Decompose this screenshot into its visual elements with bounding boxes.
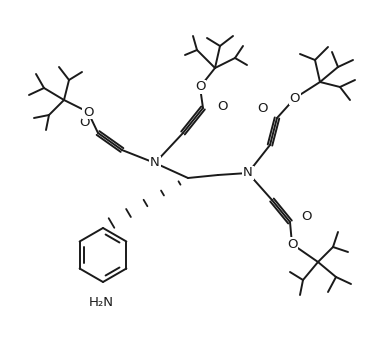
Text: O: O [195, 81, 205, 93]
Text: O: O [257, 101, 267, 115]
Text: O: O [290, 91, 300, 104]
Text: O: O [83, 106, 93, 118]
Text: O: O [287, 237, 297, 251]
Text: N: N [150, 156, 160, 170]
Text: O: O [301, 209, 311, 222]
Text: O: O [79, 116, 89, 128]
Text: H₂N: H₂N [88, 296, 114, 309]
Text: N: N [243, 166, 253, 180]
Text: O: O [217, 100, 227, 112]
